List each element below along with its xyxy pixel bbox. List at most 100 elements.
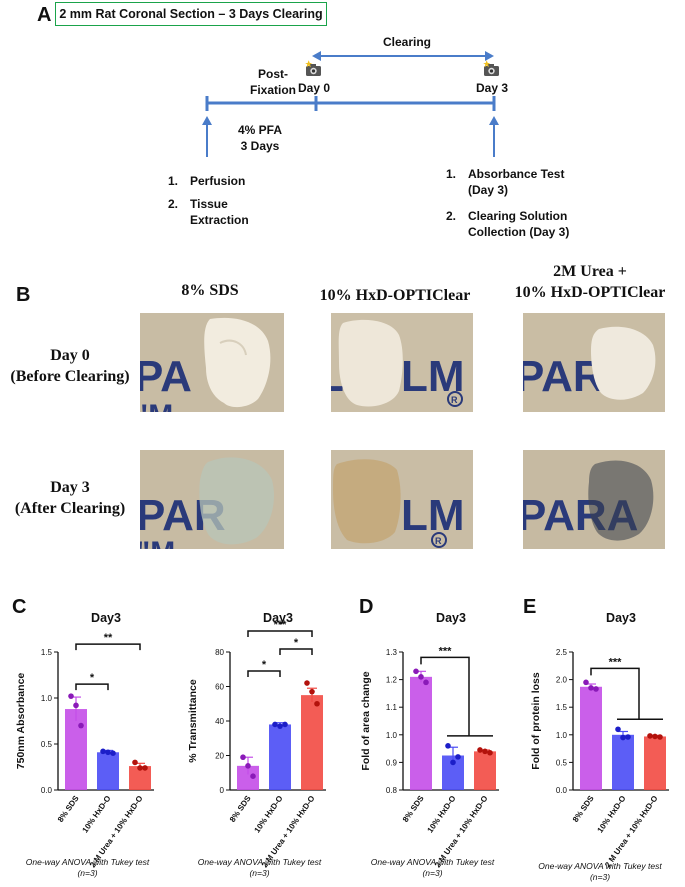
y-tick-label: 1.3 [386,648,398,657]
y-tick-label: 0.5 [556,758,568,767]
significance-bracket [247,630,313,638]
y-tick-label: 1.2 [386,676,398,685]
y-tick-label: 80 [215,648,224,657]
bar [612,734,634,790]
category-label: 8% SDS [401,793,426,823]
step-absorbance-test: Absorbance Test (Day 3) [468,167,565,198]
panel-label-c: C [12,596,27,618]
data-point [615,726,621,733]
bar [580,686,602,790]
column-header-urea: 2M Urea + 10% HxD-OPTIClear [514,263,666,301]
significance-label: * [262,659,267,671]
clearing-arrow-left-head [312,51,321,61]
day0-label: Day 0 [298,81,331,95]
chart-area-change: Day3 Fold of area change 0.8 0.9 1.0 1.1 1.2 1.… [345,600,520,870]
y-axis-label: Fold of area change [360,671,372,770]
y-tick-label: 1.0 [386,731,398,740]
category-label: 8% SDS [56,793,81,823]
data-point [68,693,74,699]
data-point [418,674,424,680]
y-tick-label: 0.0 [41,786,53,795]
bar [97,752,119,790]
data-point [477,747,483,753]
significance-bracket [75,683,109,691]
chart-svg: Day3 % Transmittance 0 20 40 60 80 8% SDS 10% Hx… [187,611,326,869]
photo-day0-urea: PAR [523,313,665,412]
category-label: 8% SDS [228,793,253,823]
data-point [657,734,663,740]
svg-text:LM: LM [401,491,465,540]
data-point [652,733,658,740]
bar [474,751,496,790]
column-header-hxd: 10% HxD-OPTIClear [319,287,471,304]
panel-label-a: A [37,4,52,26]
caption-protein-loss: One-way ANOVA with Tukey test (n=3) [538,861,662,883]
clearing-arrow-right-head [485,51,494,61]
data-point [277,723,283,729]
data-point [78,722,84,729]
y-tick-label: 1.0 [41,694,53,703]
caption-area-change: One-way ANOVA with Tukey test (n=3) [370,857,495,879]
data-point [450,759,456,766]
significance-bracket [247,670,281,678]
y-tick-label: 2.0 [556,676,568,685]
y-tick-label: 20 [215,752,224,761]
panel-label-e: E [523,596,537,618]
bar [237,765,259,790]
data-point [588,685,594,691]
category-label: 10% HxD-O [596,794,628,834]
y-tick-label: 0.0 [556,786,568,795]
y-tick-label: 1.5 [41,648,53,657]
data-point [250,773,256,779]
panel-label-d: D [359,596,374,618]
significance-label: *** [439,645,453,657]
row-header-day0: Day 0 (Before Clearing) [10,347,130,385]
chart-title: Day3 [606,611,636,625]
y-tick-label: 2.5 [556,648,568,657]
clearing-label: Clearing [383,35,432,49]
significance-label: * [90,672,95,684]
timeline-diagram [202,51,499,157]
day3-label: Day 3 [476,81,509,95]
data-point [455,754,461,760]
data-point [482,748,488,755]
data-point [272,721,278,728]
data-point [593,686,599,692]
row-header-day3: Day 3 (After Clearing) [14,479,126,517]
category-label: 10% HxD-O [81,794,113,834]
column-header-sds: 8% SDS [181,282,239,299]
bar [410,676,432,790]
pfa-label: 4% PFA 3 Days [238,123,283,154]
data-point [137,765,143,771]
svg-text:"M: "M [140,399,173,412]
chart-svg: Day3 750nm Absorbance 0.0 0.5 1.0 1.5 8% SDS 10… [15,611,154,869]
bar [65,709,87,790]
y-tick-label: 1.1 [386,703,398,712]
data-point [620,734,626,741]
step-number: 2. [446,209,457,223]
step-perfusion: Perfusion [190,174,246,188]
category-label: 10% HxD-O [253,794,285,834]
data-point [100,748,106,755]
category-label: 8% SDS [571,793,596,823]
chart-svg: Day3 Fold of protein loss 0.0 0.5 1.0 1.5 2.0 2… [530,611,669,869]
bar [269,724,291,790]
panel-label-b: B [16,284,31,306]
significance-label: *** [609,656,623,668]
data-point [105,749,111,756]
data-point [309,688,315,695]
bar [644,736,666,790]
y-tick-label: 0.9 [386,758,398,767]
data-point [314,700,320,707]
significance-label: *** [274,619,288,631]
camera-icon [483,60,499,76]
figure-title: 2 mm Rat Coronal Section – 3 Days Cleari… [55,2,327,26]
y-tick-label: 0.8 [386,786,398,795]
chart-title: Day3 [91,611,121,625]
svg-text:R: R [435,536,442,546]
significance-label: * [294,637,299,649]
y-tick-label: 60 [215,683,224,692]
significance-bracket [279,648,313,656]
photo-day3-sds: PAR "M [140,450,284,549]
data-point [110,750,116,756]
